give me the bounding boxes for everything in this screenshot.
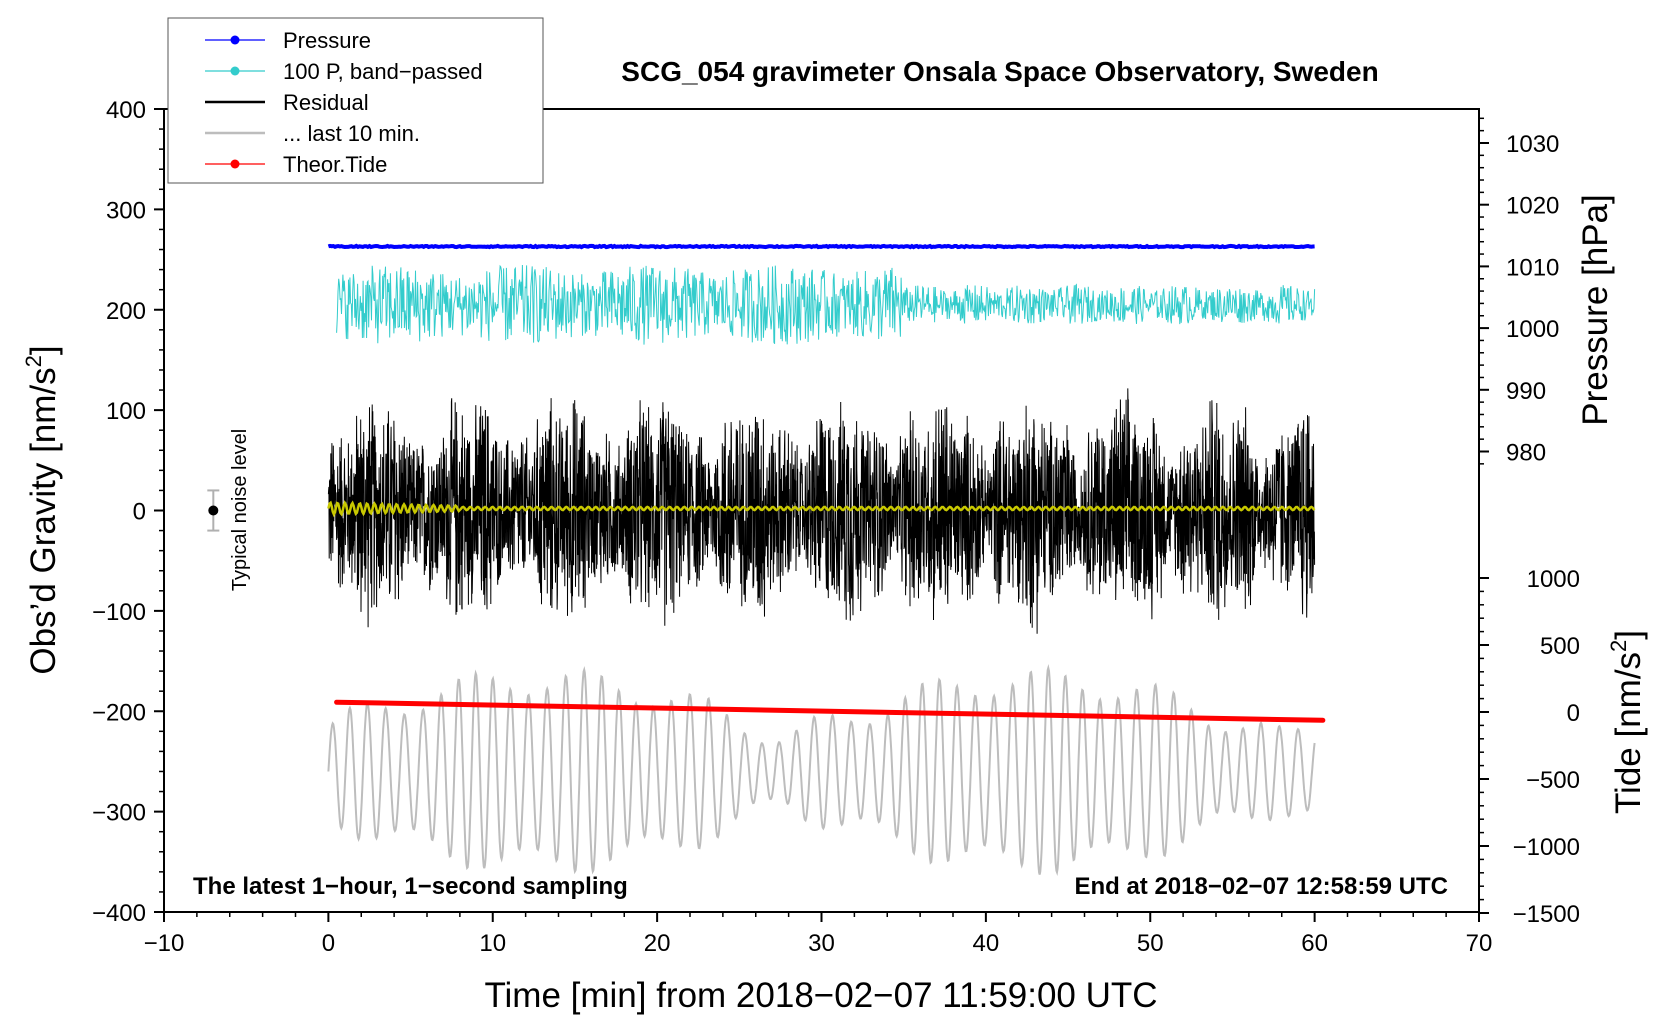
y-tick-label: 100 [106,398,146,425]
tide-axis-label-end: ] [1609,630,1648,640]
pressure-tick-label: 1000 [1506,316,1559,343]
tide-tick-label: 0 [1567,700,1580,727]
legend-marker [230,35,240,45]
legend: Pressure 100 P, band−passed Residual ... la… [167,17,544,184]
series-pressure [327,243,1315,250]
x-tick-label: 30 [808,930,835,957]
legend-label: Theor.Tide [283,152,387,177]
x-tick-label: 0 [322,930,335,957]
noise-label: Typical noise level [229,429,251,591]
pressure-tick-label: 1010 [1506,254,1559,281]
y-axis-label-sup: 2 [21,355,46,367]
legend-box [167,17,544,184]
series-pressure-bandpassed [336,264,1316,345]
annotation-left: The latest 1−hour, 1−second sampling [193,873,628,900]
y-tick-label: −100 [92,599,146,626]
x-tick-label: 70 [1466,930,1493,957]
tide-axis-label: Tide [nm/s2] [1606,630,1648,814]
series-theoretical-tide [334,699,1326,723]
tide-tick-label: −500 [1526,767,1580,794]
legend-label: Pressure [283,28,371,53]
y-tick-label: 300 [106,197,146,224]
legend-marker [230,159,240,169]
x-tick-label: 60 [1301,930,1328,957]
pressure-tick-label: 980 [1506,440,1546,467]
x-axis-ticks: −10 0 10 20 30 40 50 60 70 [144,912,1493,957]
pressure-axis-label: Pressure [hPa] [1576,194,1615,426]
y-axis-ticks: 400 300 200 100 0 −100 −200 −300 −400 [92,97,164,927]
legend-label: 100 P, band−passed [283,59,483,84]
y-tick-label: −300 [92,800,146,827]
series-last-10-min [327,664,1316,877]
tide-axis-ticks: 1000 500 0 −500 −1000 −1500 [1479,566,1580,928]
annotation-right: End at 2018−02−07 12:58:59 UTC [1074,873,1448,900]
y-tick-label: 400 [106,97,146,124]
legend-marker [230,66,240,76]
tide-tick-label: 1000 [1527,566,1580,593]
y-axis-label: Obs’d Gravity [nm/s2] [21,345,63,674]
pressure-tick-label: 1020 [1506,193,1559,220]
pressure-axis-ticks: 1030 1020 1010 1000 990 980 [1479,117,1559,467]
legend-label: Residual [283,90,369,115]
y-tick-label: −400 [92,900,146,927]
tide-tick-label: −1000 [1513,834,1580,861]
pressure-tick-label: 990 [1506,378,1546,405]
y-tick-label: −200 [92,699,146,726]
x-tick-label: 20 [644,930,671,957]
y-tick-label: 0 [133,499,146,526]
x-tick-label: 50 [1137,930,1164,957]
series-residual-smoothed [327,500,1316,518]
x-tick-label: 40 [973,930,1000,957]
y-axis-label-end: ] [24,345,63,355]
tide-axis-label-sup: 2 [1606,640,1631,652]
legend-items: Pressure 100 P, band−passed Residual ... la… [205,28,483,177]
legend-label: ... last 10 min. [283,121,420,146]
x-axis-label: Time [min] from 2018−02−07 11:59:00 UTC [484,976,1157,1015]
y-axis-label-main: Obs’d Gravity [nm/s [24,367,63,674]
chart-title: SCG_054 gravimeter Onsala Space Observat… [621,56,1378,87]
x-tick-label: −10 [144,930,185,957]
noise-level-marker [207,489,220,532]
series-layer [327,243,1326,877]
x-tick-label: 10 [479,930,506,957]
pressure-tick-label: 1030 [1506,131,1559,158]
series-residual [327,388,1316,634]
tide-tick-label: 500 [1540,633,1580,660]
tide-axis-label-main: Tide [nm/s [1609,652,1648,814]
y-tick-label: 200 [106,298,146,325]
tide-tick-label: −1500 [1513,901,1580,928]
noise-dot [208,505,219,516]
